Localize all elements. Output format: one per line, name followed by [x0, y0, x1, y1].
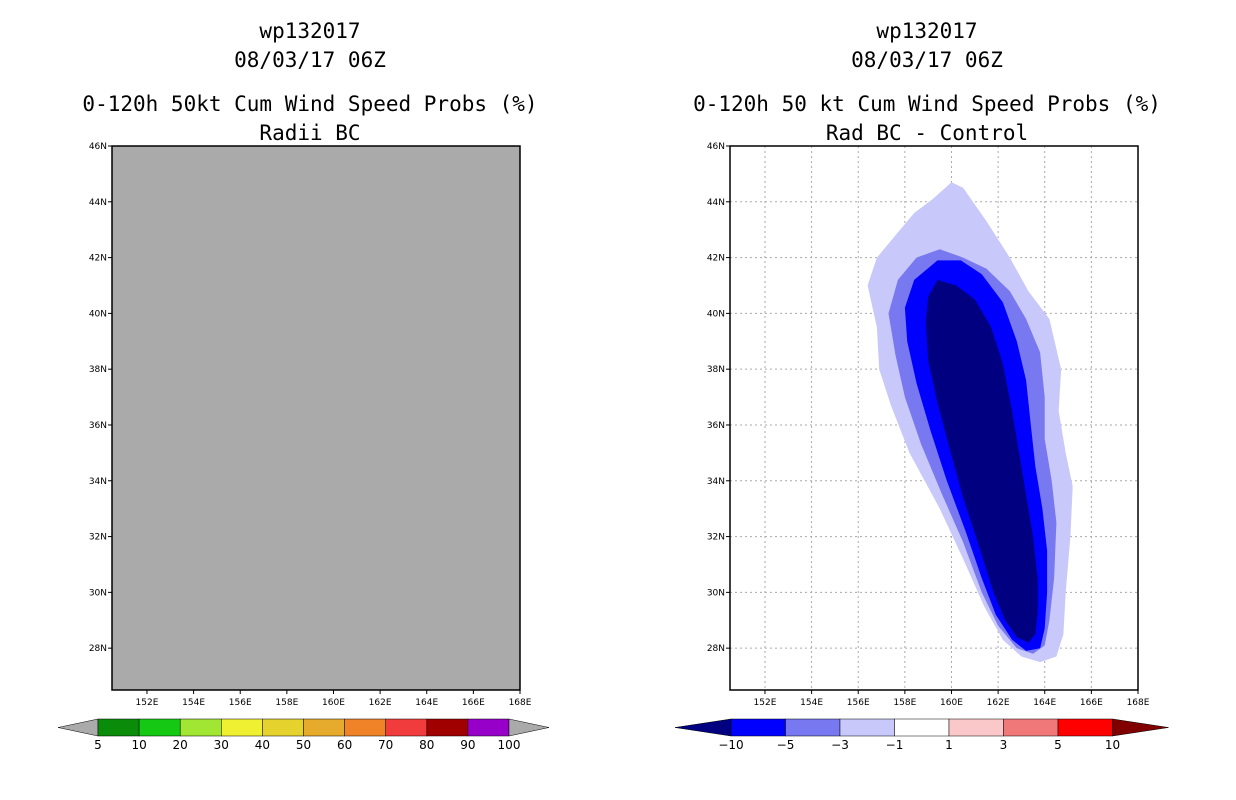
- panel2-date: 08/03/17 06Z: [851, 48, 1003, 72]
- colorbar-segment: [179, 718, 222, 737]
- colorbar-segment: [426, 718, 469, 737]
- x-tick-label: 160E: [322, 698, 345, 708]
- x-tick-label: 162E: [987, 698, 1010, 708]
- panel2-subtitle: Rad BC - Control: [826, 121, 1028, 145]
- y-tick-label: 32N: [707, 533, 725, 543]
- x-tick-label: 168E: [509, 698, 532, 708]
- panel1-date: 08/03/17 06Z: [234, 48, 386, 72]
- y-tick-label: 38N: [707, 365, 725, 375]
- colorbar-label: −10: [718, 738, 743, 752]
- colorbar-segment: [1003, 718, 1059, 737]
- x-tick-label: 166E: [462, 698, 485, 708]
- colorbar-segment: [221, 718, 263, 737]
- y-tick-label: 38N: [89, 365, 107, 375]
- panel2-colorbar: −10 −5 −3 −1 1 3 5 10: [674, 718, 1169, 752]
- panel1-plot-area: [111, 145, 521, 691]
- panel1-y-ticks: 28N 30N 32N 34N 36N 38N 40N 42N 44N 46N: [89, 142, 112, 654]
- x-tick-label: 164E: [1033, 698, 1056, 708]
- colorbar-segment: [303, 718, 345, 737]
- colorbar-label: 3: [1000, 738, 1008, 752]
- contour-level-4: [925, 279, 1038, 643]
- colorbar-label: 70: [378, 738, 393, 752]
- y-tick-label: 40N: [89, 309, 107, 319]
- x-tick-label: 166E: [1080, 698, 1103, 708]
- colorbar-low-end-triangle: [57, 718, 99, 737]
- colorbar-segment: [730, 718, 786, 737]
- panel2-title: 0-120h 50 kt Cum Wind Speed Probs (%): [693, 92, 1161, 116]
- panel2-x-ticks: 152E 154E 156E 158E 160E 162E 164E 166E 168E: [754, 690, 1150, 708]
- colorbar-label: 10: [131, 738, 146, 752]
- panel2-plot-frame: [729, 145, 1139, 691]
- colorbar-segment: [948, 718, 1004, 737]
- colorbar-segment: [894, 718, 950, 737]
- colorbar-label: 40: [255, 738, 270, 752]
- x-tick-label: 152E: [136, 698, 159, 708]
- y-tick-label: 34N: [89, 477, 107, 487]
- colorbar-label: 100: [498, 738, 521, 752]
- panel1-colorbar: 5 10 20 30 40 50 60 70 80 90 100: [57, 718, 550, 752]
- colorbar-label: 1: [945, 738, 953, 752]
- panel2-storm-id: wp132017: [876, 19, 977, 43]
- x-tick-label: 156E: [229, 698, 252, 708]
- panel-radii-bc: wp132017 08/03/17 06Z 0-120h 50kt Cum Wi…: [57, 19, 550, 752]
- colorbar-label: −5: [777, 738, 795, 752]
- colorbar-low-end-triangle: [674, 718, 732, 737]
- y-tick-label: 36N: [707, 421, 725, 431]
- colorbar-label: 60: [337, 738, 352, 752]
- x-tick-label: 162E: [369, 698, 392, 708]
- y-tick-label: 32N: [89, 533, 107, 543]
- panel1-subtitle: Radii BC: [259, 121, 360, 145]
- panel-rad-bc-control: wp132017 08/03/17 06Z 0-120h 50 kt Cum W…: [674, 19, 1169, 752]
- panel2-y-ticks: 28N 30N 32N 34N 36N 38N 40N 42N 44N 46N: [707, 142, 730, 654]
- y-tick-label: 40N: [707, 309, 725, 319]
- x-tick-label: 156E: [847, 698, 870, 708]
- colorbar-segment: [138, 718, 181, 737]
- y-tick-label: 30N: [89, 588, 107, 598]
- colorbar-segment: [1057, 718, 1113, 737]
- y-tick-label: 28N: [707, 644, 725, 654]
- colorbar-label: 5: [1054, 738, 1062, 752]
- y-tick-label: 46N: [707, 142, 725, 152]
- panel1-title: 0-120h 50kt Cum Wind Speed Probs (%): [82, 92, 537, 116]
- colorbar-label: 80: [419, 738, 434, 752]
- colorbar-label: 5: [94, 738, 102, 752]
- colorbar-segment: [385, 718, 428, 737]
- colorbar-high-end-triangle: [1112, 718, 1169, 737]
- x-tick-label: 154E: [182, 698, 205, 708]
- colorbar-label: 50: [296, 738, 311, 752]
- y-tick-label: 44N: [89, 198, 107, 208]
- colorbar-label: 30: [214, 738, 229, 752]
- y-tick-label: 46N: [89, 142, 107, 152]
- colorbar-label: 90: [460, 738, 475, 752]
- x-tick-label: 168E: [1127, 698, 1150, 708]
- y-tick-label: 34N: [707, 477, 725, 487]
- x-tick-label: 154E: [800, 698, 823, 708]
- y-tick-label: 30N: [707, 588, 725, 598]
- colorbar-segment: [467, 718, 510, 737]
- colorbar-segment: [839, 718, 895, 737]
- x-tick-label: 160E: [940, 698, 963, 708]
- x-tick-label: 158E: [275, 698, 298, 708]
- x-tick-label: 158E: [893, 698, 916, 708]
- x-tick-label: 152E: [754, 698, 777, 708]
- y-tick-label: 36N: [89, 421, 107, 431]
- colorbar-segment: [262, 718, 304, 737]
- colorbar-label: 20: [173, 738, 188, 752]
- y-tick-label: 42N: [707, 254, 725, 264]
- colorbar-segment: [785, 718, 841, 737]
- colorbar-label: 10: [1105, 738, 1120, 752]
- colorbar-high-end-triangle: [508, 718, 550, 737]
- panel2-contours: [867, 182, 1073, 663]
- panel1-storm-id: wp132017: [259, 19, 360, 43]
- y-tick-label: 28N: [89, 644, 107, 654]
- colorbar-segment: [344, 718, 386, 737]
- x-tick-label: 164E: [415, 698, 438, 708]
- y-tick-label: 44N: [707, 198, 725, 208]
- colorbar-segment: [97, 718, 140, 737]
- colorbar-label: −3: [831, 738, 849, 752]
- panel1-x-ticks: 152E 154E 156E 158E 160E 162E 164E 166E 168E: [136, 690, 532, 708]
- colorbar-label: −1: [886, 738, 904, 752]
- y-tick-label: 42N: [89, 254, 107, 264]
